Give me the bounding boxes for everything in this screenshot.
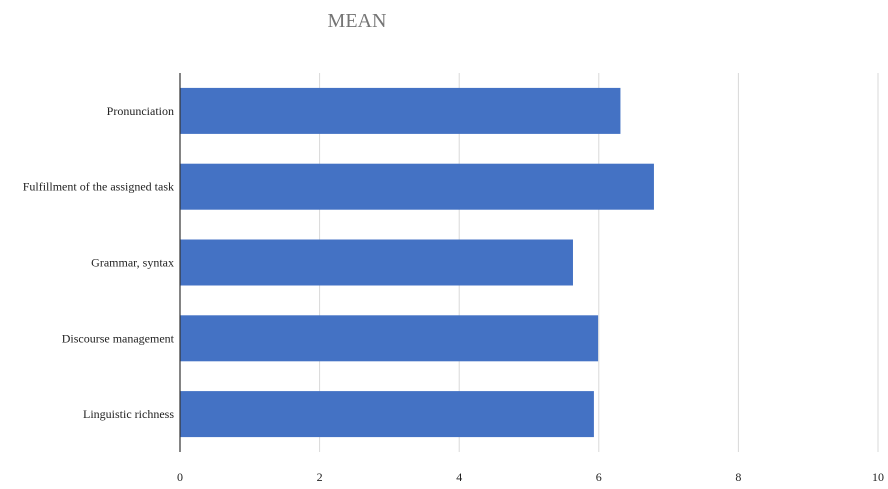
bar bbox=[180, 391, 594, 438]
x-tick-label: 8 bbox=[735, 470, 741, 484]
category-label: Grammar, syntax bbox=[91, 256, 174, 270]
x-tick-label: 10 bbox=[872, 470, 884, 484]
category-label: Linguistic richness bbox=[83, 407, 174, 421]
bar bbox=[180, 87, 621, 134]
x-tick-label: 4 bbox=[456, 470, 462, 484]
bar bbox=[180, 239, 573, 286]
bar bbox=[180, 315, 599, 362]
category-label: Fulfillment of the assigned task bbox=[23, 180, 174, 194]
x-tick-label: 0 bbox=[177, 470, 183, 484]
bar bbox=[180, 163, 654, 210]
category-label: Discourse management bbox=[62, 331, 175, 345]
x-tick-label: 2 bbox=[317, 470, 323, 484]
x-tick-labels: 0 2 4 6 8 10 bbox=[177, 470, 884, 484]
chart-title: MEAN bbox=[328, 10, 387, 32]
bars bbox=[180, 87, 654, 438]
category-labels: Pronunciation Fulfillment of the assigned… bbox=[23, 104, 175, 421]
gridlines bbox=[319, 73, 879, 452]
x-tick-label: 6 bbox=[596, 470, 602, 484]
category-label: Pronunciation bbox=[107, 104, 174, 118]
